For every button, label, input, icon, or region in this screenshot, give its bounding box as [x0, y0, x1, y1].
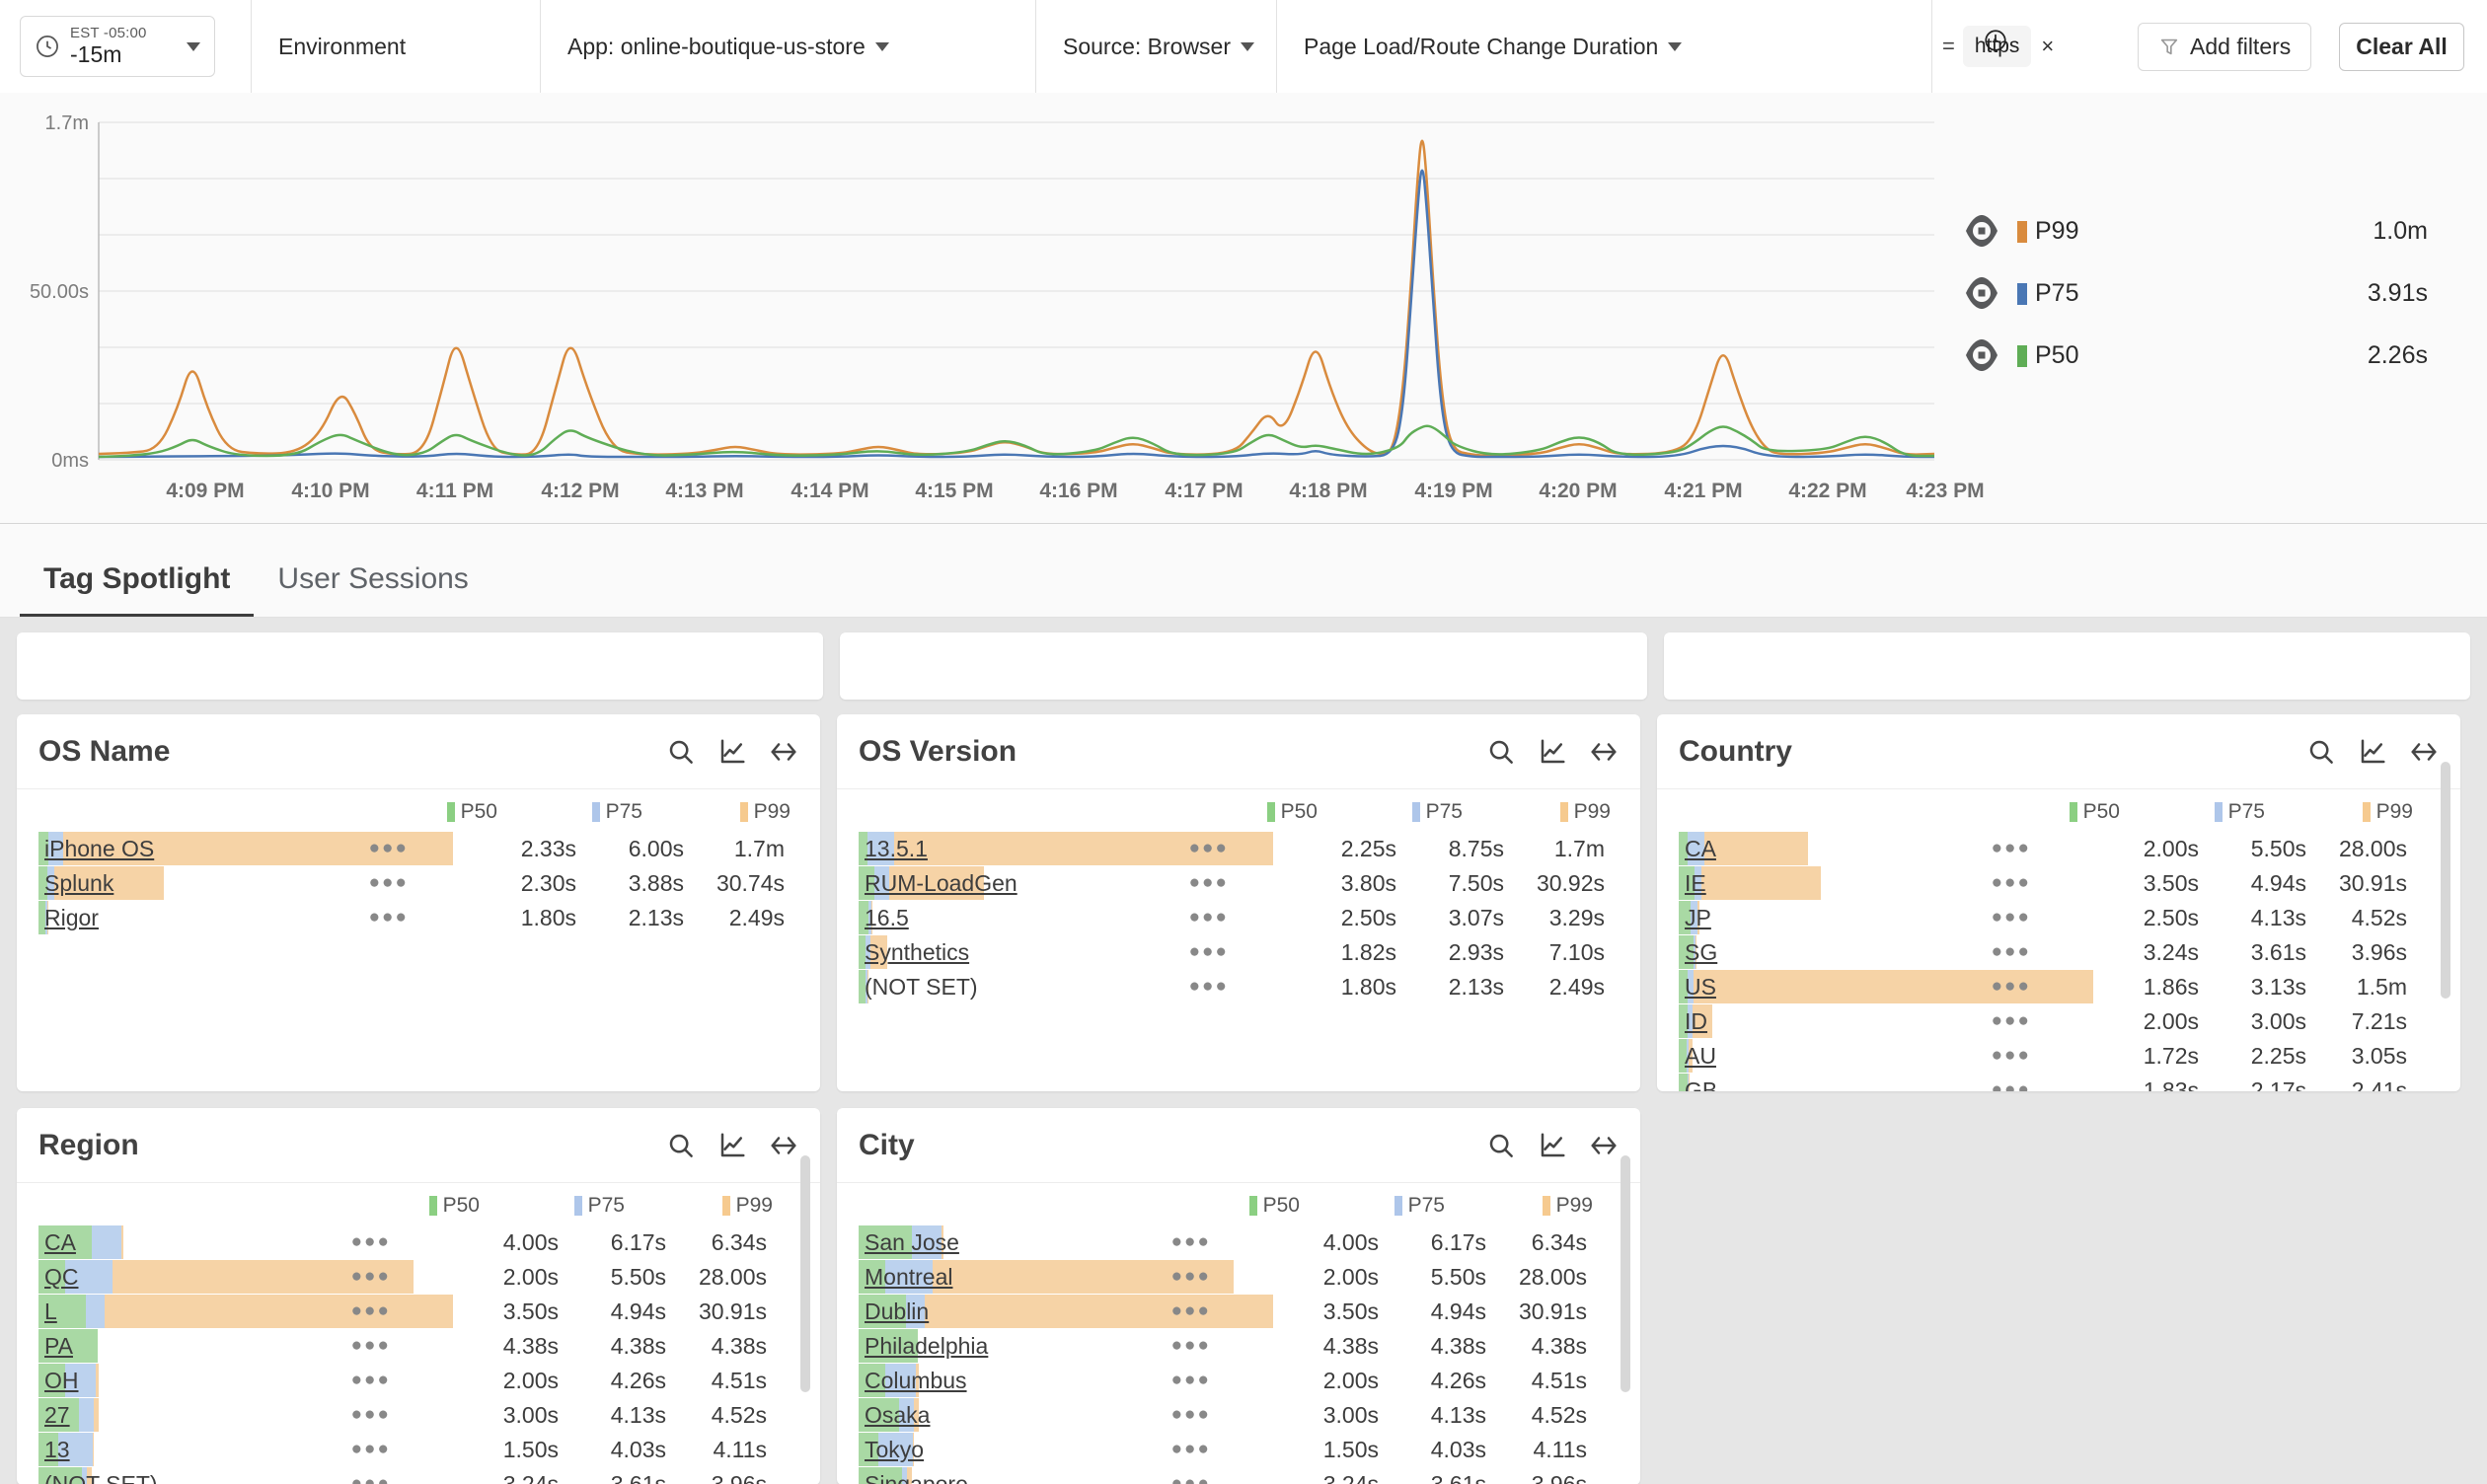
svg-text:4:23 PM: 4:23 PM — [1906, 480, 1984, 502]
svg-text:1.0m: 1.0m — [2373, 217, 2428, 245]
svg-text:4:17 PM: 4:17 PM — [1165, 480, 1243, 502]
svg-text:4:11 PM: 4:11 PM — [416, 480, 493, 502]
svg-text:4:13 PM: 4:13 PM — [665, 480, 743, 502]
svg-text:P99: P99 — [2035, 217, 2078, 245]
svg-text:2.26s: 2.26s — [2368, 341, 2428, 369]
svg-text:4:20 PM: 4:20 PM — [1539, 480, 1617, 502]
svg-text:4:19 PM: 4:19 PM — [1414, 480, 1492, 502]
svg-text:3.91s: 3.91s — [2368, 279, 2428, 307]
svg-text:P50: P50 — [2035, 341, 2078, 369]
svg-text:4:12 PM: 4:12 PM — [541, 480, 619, 502]
svg-text:4:15 PM: 4:15 PM — [915, 480, 993, 502]
svg-text:4:16 PM: 4:16 PM — [1039, 480, 1117, 502]
svg-text:4:14 PM: 4:14 PM — [791, 480, 868, 502]
svg-text:P75: P75 — [2035, 279, 2078, 307]
svg-text:4:10 PM: 4:10 PM — [291, 480, 369, 502]
svg-text:4:22 PM: 4:22 PM — [1788, 480, 1866, 502]
svg-text:1.7m: 1.7m — [45, 112, 89, 134]
svg-text:4:09 PM: 4:09 PM — [166, 480, 244, 502]
svg-text:4:21 PM: 4:21 PM — [1664, 480, 1742, 502]
svg-text:4:18 PM: 4:18 PM — [1289, 480, 1367, 502]
svg-text:0ms: 0ms — [51, 450, 89, 472]
svg-text:50.00s: 50.00s — [30, 281, 89, 303]
